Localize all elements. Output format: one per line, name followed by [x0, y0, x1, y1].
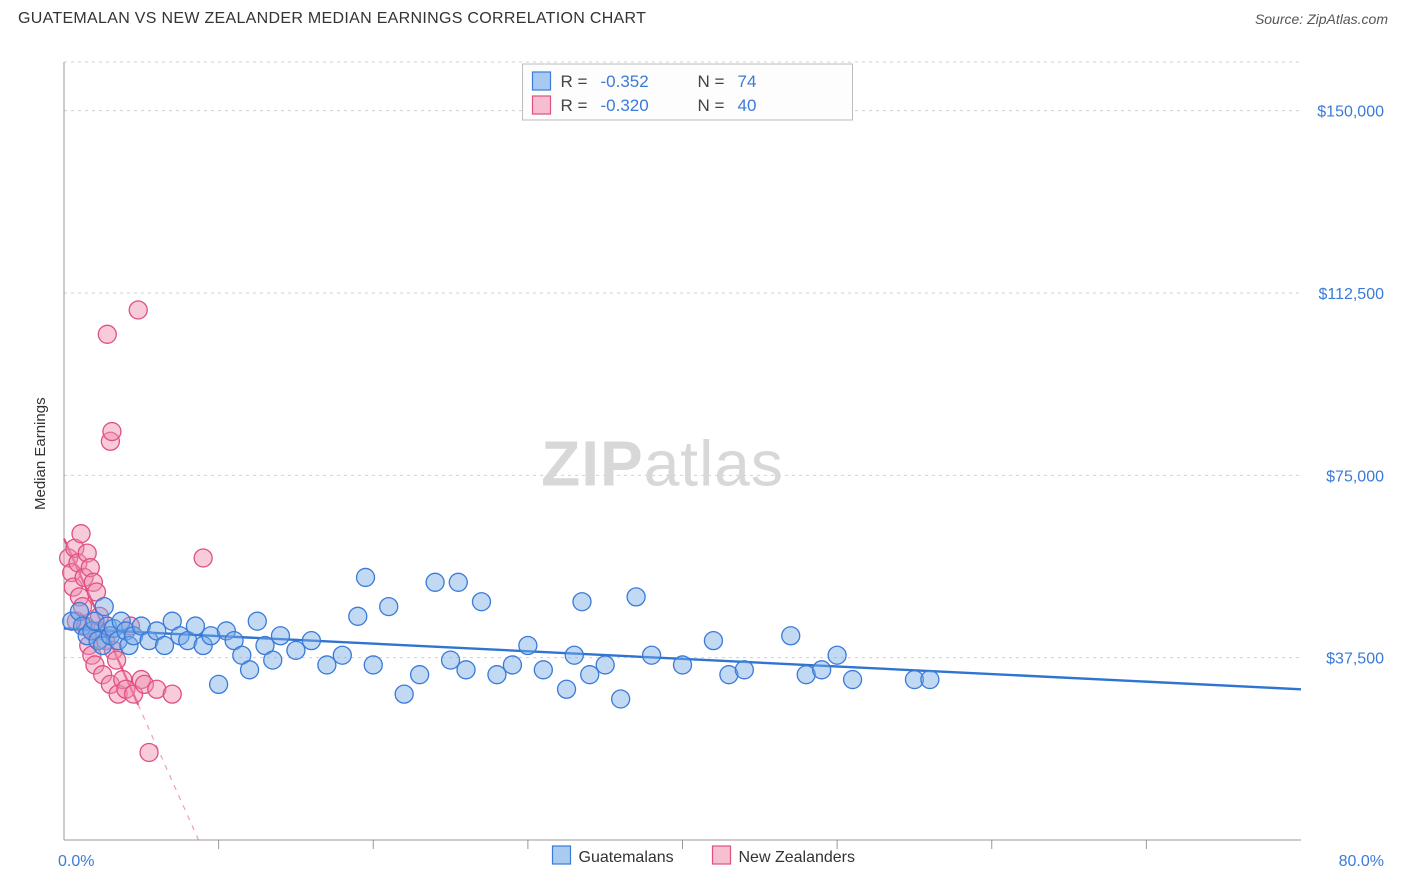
data-point — [844, 671, 862, 689]
data-point — [674, 656, 692, 674]
data-point — [333, 646, 351, 664]
stats-swatch-pink — [533, 96, 551, 114]
data-point — [72, 525, 90, 543]
mask — [18, 841, 1388, 886]
data-point — [129, 301, 147, 319]
data-point — [813, 661, 831, 679]
data-point — [828, 646, 846, 664]
stats-n-label: N = — [698, 72, 725, 91]
legend-label-guatemalans: Guatemalans — [579, 849, 674, 866]
data-point — [395, 685, 413, 703]
stats-swatch-blue — [533, 72, 551, 90]
data-point — [186, 617, 204, 635]
data-point — [271, 627, 289, 645]
data-point — [534, 661, 552, 679]
data-point — [302, 632, 320, 650]
stats-n-value-blue: 74 — [738, 72, 757, 91]
y-tick-label: $112,500 — [1318, 286, 1384, 303]
source-attribution: Source: ZipAtlas.com — [1255, 11, 1388, 27]
stats-r-label: R = — [561, 96, 588, 115]
stats-r-value-pink: -0.320 — [601, 96, 649, 115]
data-point — [248, 612, 266, 630]
data-point — [596, 656, 614, 674]
legend-swatch-guatemalans — [553, 846, 571, 864]
data-point — [108, 651, 126, 669]
data-point — [156, 637, 174, 655]
data-point — [411, 666, 429, 684]
data-point — [449, 573, 467, 591]
data-point — [581, 666, 599, 684]
x-tick-label-start: 0.0% — [58, 853, 94, 870]
stats-r-label: R = — [561, 72, 588, 91]
x-tick-label-end: 80.0% — [1339, 853, 1384, 870]
data-point — [921, 671, 939, 689]
data-point — [735, 661, 753, 679]
data-point — [442, 651, 460, 669]
data-point — [565, 646, 583, 664]
data-point — [210, 675, 228, 693]
data-point — [264, 651, 282, 669]
data-point — [704, 632, 722, 650]
data-point — [426, 573, 444, 591]
data-point — [349, 607, 367, 625]
stats-n-label: N = — [698, 96, 725, 115]
data-point — [643, 646, 661, 664]
data-point — [488, 666, 506, 684]
data-point — [558, 680, 576, 698]
data-point — [627, 588, 645, 606]
data-point — [364, 656, 382, 674]
data-point — [287, 641, 305, 659]
legend-label-newzealanders: New Zealanders — [739, 849, 856, 866]
data-point — [573, 593, 591, 611]
correlation-scatter-chart: $37,500 $75,000 $112,500 $150,000 ZIPatlas 0.… — [18, 40, 1388, 886]
data-point — [519, 637, 537, 655]
y-tick-label: $37,500 — [1326, 651, 1384, 668]
data-point — [457, 661, 475, 679]
data-point — [241, 661, 259, 679]
legend-swatch-newzealanders — [713, 846, 731, 864]
data-point — [612, 690, 630, 708]
data-point — [472, 593, 490, 611]
stats-r-value-blue: -0.352 — [601, 72, 649, 91]
data-point — [163, 685, 181, 703]
data-point — [194, 549, 212, 567]
watermark: ZIPatlas — [541, 427, 784, 499]
data-point — [103, 423, 121, 441]
y-axis-label: Median Earnings — [32, 397, 49, 510]
data-point — [503, 656, 521, 674]
y-tick-label: $150,000 — [1317, 104, 1384, 121]
data-point — [98, 325, 116, 343]
stats-n-value-pink: 40 — [738, 96, 757, 115]
data-point — [782, 627, 800, 645]
y-tick-label: $75,000 — [1326, 468, 1384, 485]
data-point — [318, 656, 336, 674]
data-point — [140, 743, 158, 761]
data-point — [380, 598, 398, 616]
data-point — [95, 598, 113, 616]
chart-title: GUATEMALAN VS NEW ZEALANDER MEDIAN EARNI… — [18, 10, 646, 28]
data-point — [357, 568, 375, 586]
